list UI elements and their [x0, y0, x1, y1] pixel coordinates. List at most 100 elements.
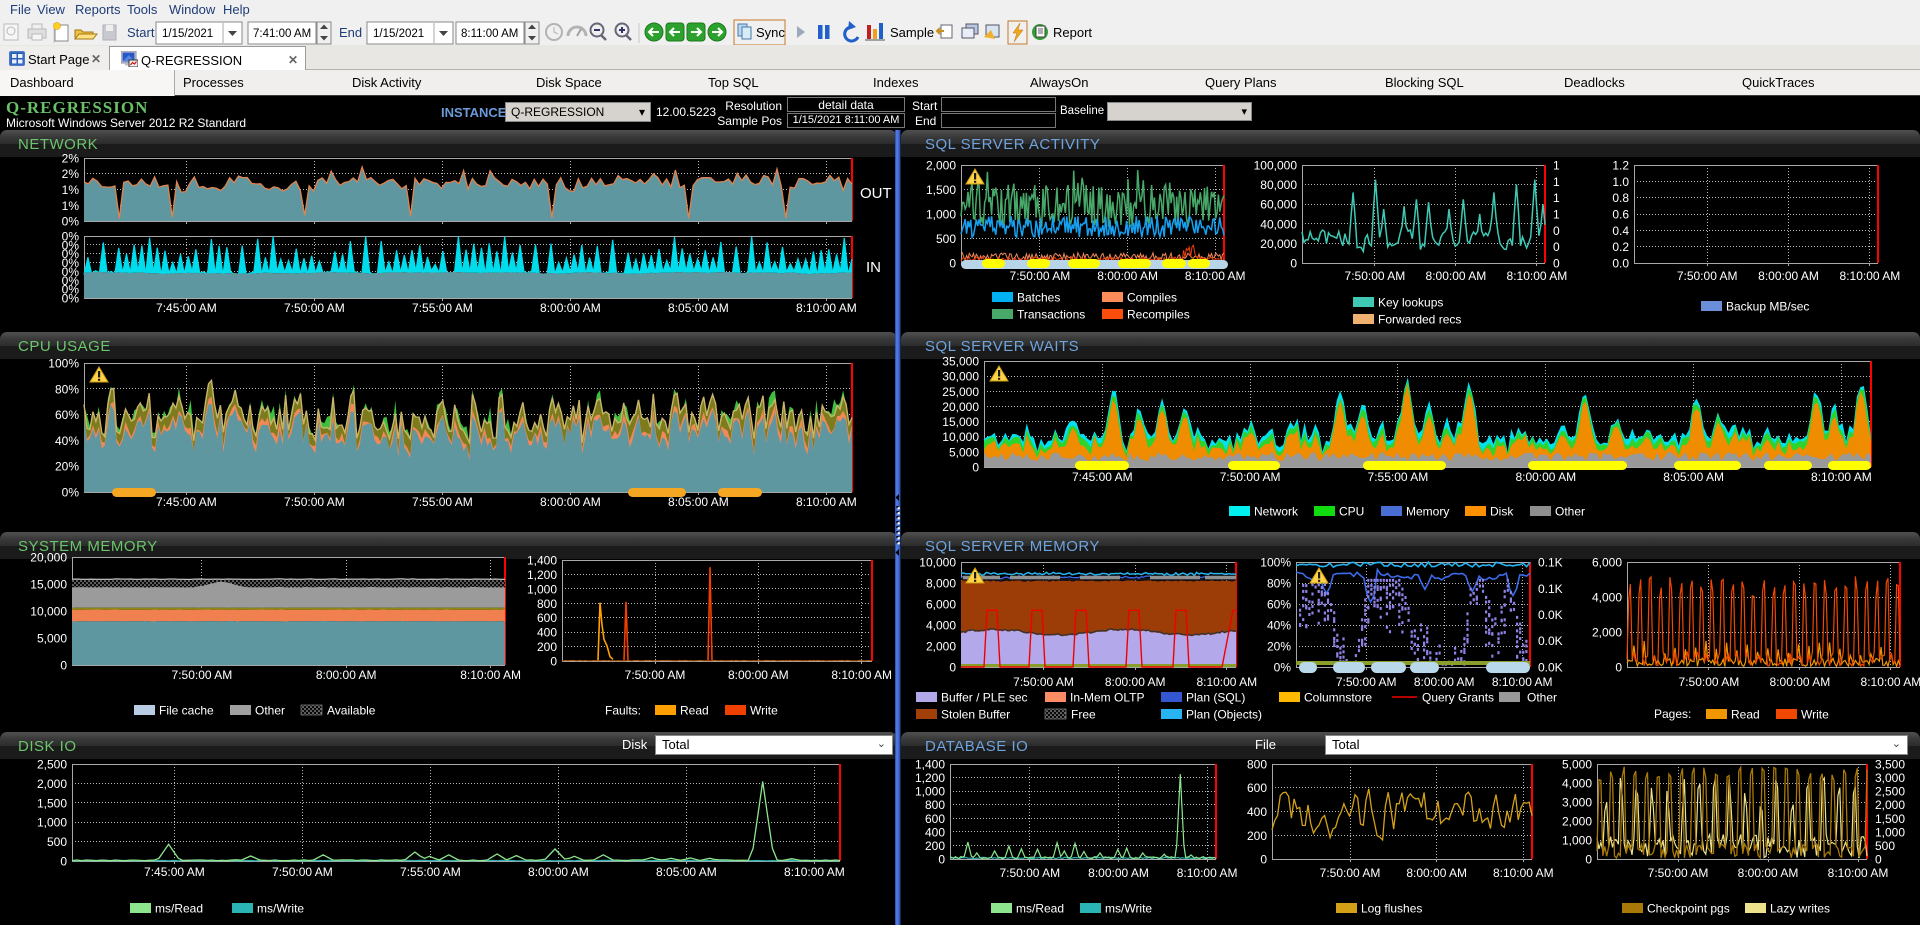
- svg-text:IN: IN: [866, 259, 881, 276]
- svg-text:8:00:00 AM: 8:00:00 AM: [1414, 675, 1475, 689]
- svg-text:1,400: 1,400: [527, 554, 557, 568]
- svg-text:15,000: 15,000: [942, 415, 979, 429]
- svg-text:1,000: 1,000: [915, 785, 945, 799]
- svg-text:4,000: 4,000: [1592, 591, 1622, 605]
- svg-text:Write: Write: [1801, 708, 1829, 722]
- svg-text:SQL SERVER MEMORY: SQL SERVER MEMORY: [925, 538, 1100, 555]
- svg-text:CPU: CPU: [1339, 505, 1364, 519]
- svg-text:8:10:00 AM: 8:10:00 AM: [460, 668, 521, 682]
- svg-text:80%: 80%: [55, 382, 79, 396]
- svg-text:7:45:00 AM: 7:45:00 AM: [1072, 470, 1133, 484]
- svg-text:8:00:00 AM: 8:00:00 AM: [1406, 866, 1467, 880]
- svg-text:Key lookups: Key lookups: [1378, 296, 1443, 310]
- svg-text:8:10:00 AM: 8:10:00 AM: [831, 668, 892, 682]
- svg-text:6,000: 6,000: [1592, 556, 1622, 570]
- svg-text:0: 0: [1585, 853, 1592, 867]
- svg-text:80%: 80%: [1267, 577, 1291, 591]
- svg-text:0: 0: [550, 655, 557, 669]
- svg-text:1: 1: [1553, 175, 1560, 189]
- svg-text:ms/Write: ms/Write: [257, 902, 304, 916]
- svg-text:Read: Read: [680, 704, 709, 718]
- svg-text:60,000: 60,000: [1260, 198, 1297, 212]
- svg-text:10,000: 10,000: [919, 556, 956, 570]
- svg-text:7:45:00 AM: 7:45:00 AM: [156, 495, 217, 509]
- svg-text:1.0: 1.0: [1612, 175, 1629, 189]
- svg-text:5,000: 5,000: [1562, 758, 1592, 772]
- svg-text:SQL SERVER WAITS: SQL SERVER WAITS: [925, 338, 1079, 355]
- svg-text:0: 0: [60, 659, 67, 673]
- svg-text:800: 800: [925, 798, 945, 812]
- svg-text:8:11:00 AM: 8:11:00 AM: [461, 28, 518, 40]
- svg-text:8:00:00 AM: 8:00:00 AM: [1088, 866, 1149, 880]
- svg-text:2,000: 2,000: [1562, 815, 1592, 829]
- svg-text:8:10:00 AM: 8:10:00 AM: [784, 865, 845, 879]
- svg-text:0%: 0%: [62, 486, 80, 500]
- svg-text:200: 200: [537, 640, 557, 654]
- svg-text:10,000: 10,000: [942, 430, 979, 444]
- svg-text:OUT: OUT: [860, 185, 892, 202]
- svg-text:2,000: 2,000: [926, 159, 956, 173]
- svg-text:Memory: Memory: [1406, 505, 1449, 519]
- svg-text:7:50:00 AM: 7:50:00 AM: [284, 301, 345, 315]
- svg-text:DATABASE IO: DATABASE IO: [925, 738, 1028, 755]
- svg-text:4,000: 4,000: [926, 619, 956, 633]
- svg-text:0%: 0%: [62, 238, 80, 252]
- svg-text:400: 400: [1247, 805, 1267, 819]
- svg-text:200: 200: [1247, 829, 1267, 843]
- svg-text:1,000: 1,000: [926, 208, 956, 222]
- svg-text:0: 0: [972, 461, 979, 475]
- svg-text:8:10:00 AM: 8:10:00 AM: [796, 495, 857, 509]
- svg-text:Read: Read: [1731, 708, 1760, 722]
- svg-text:0.1K: 0.1K: [1538, 582, 1563, 596]
- svg-text:1: 1: [1553, 208, 1560, 222]
- svg-text:400: 400: [537, 626, 557, 640]
- svg-text:Checkpoint pgs: Checkpoint pgs: [1647, 902, 1730, 916]
- svg-text:8:10:00 AM: 8:10:00 AM: [1185, 269, 1246, 283]
- svg-text:7:50:00 AM: 7:50:00 AM: [284, 495, 345, 509]
- svg-text:0%: 0%: [62, 215, 80, 229]
- svg-text:7:55:00 AM: 7:55:00 AM: [412, 495, 473, 509]
- svg-text:7:50:00 AM: 7:50:00 AM: [1220, 470, 1281, 484]
- svg-text:8:00:00 AM: 8:00:00 AM: [1758, 269, 1819, 283]
- svg-text:60%: 60%: [1267, 598, 1291, 612]
- svg-text:2,000: 2,000: [1875, 798, 1905, 812]
- svg-text:600: 600: [1247, 781, 1267, 795]
- svg-text:7:45:00 AM: 7:45:00 AM: [156, 301, 217, 315]
- svg-text:8:05:00 AM: 8:05:00 AM: [1663, 470, 1724, 484]
- svg-text:60%: 60%: [55, 408, 79, 422]
- svg-text:0.0K: 0.0K: [1538, 634, 1563, 648]
- svg-text:0.1K: 0.1K: [1538, 556, 1563, 570]
- svg-text:8:10:00 AM: 8:10:00 AM: [1828, 866, 1889, 880]
- svg-text:200: 200: [925, 839, 945, 853]
- svg-text:Transactions: Transactions: [1017, 308, 1085, 322]
- svg-text:8:10:00 AM: 8:10:00 AM: [1177, 866, 1238, 880]
- svg-text:1.2: 1.2: [1612, 159, 1629, 173]
- svg-text:Other: Other: [255, 704, 285, 718]
- svg-text:0.0K: 0.0K: [1538, 608, 1563, 622]
- svg-text:40%: 40%: [55, 434, 79, 448]
- svg-text:8:10:00 AM: 8:10:00 AM: [796, 301, 857, 315]
- svg-text:0: 0: [1290, 257, 1297, 271]
- svg-text:0.2: 0.2: [1612, 240, 1629, 254]
- svg-text:Stolen Buffer: Stolen Buffer: [941, 708, 1010, 722]
- svg-text:0%: 0%: [1274, 661, 1292, 675]
- svg-text:1/15/2021: 1/15/2021: [162, 28, 213, 40]
- svg-text:7:50:00 AM: 7:50:00 AM: [172, 668, 233, 682]
- svg-text:0%: 0%: [62, 247, 80, 261]
- svg-text:1: 1: [1553, 159, 1560, 173]
- svg-text:0: 0: [1553, 257, 1560, 271]
- svg-text:8:05:00 AM: 8:05:00 AM: [656, 865, 717, 879]
- svg-text:800: 800: [537, 597, 557, 611]
- svg-text:1,000: 1,000: [1562, 834, 1592, 848]
- svg-text:8:10:00 AM: 8:10:00 AM: [1196, 675, 1257, 689]
- svg-text:CPU USAGE: CPU USAGE: [18, 338, 111, 355]
- svg-text:8:10:00 AM: 8:10:00 AM: [1493, 866, 1554, 880]
- svg-text:500: 500: [1875, 839, 1895, 853]
- svg-text:7:50:00 AM: 7:50:00 AM: [1013, 675, 1074, 689]
- svg-text:Query Grants: Query Grants: [1422, 691, 1494, 705]
- svg-text:8:00:00 AM: 8:00:00 AM: [728, 668, 789, 682]
- svg-text:600: 600: [925, 812, 945, 826]
- svg-text:NETWORK: NETWORK: [18, 136, 98, 153]
- svg-text:2,000: 2,000: [926, 640, 956, 654]
- svg-text:0: 0: [1553, 224, 1560, 238]
